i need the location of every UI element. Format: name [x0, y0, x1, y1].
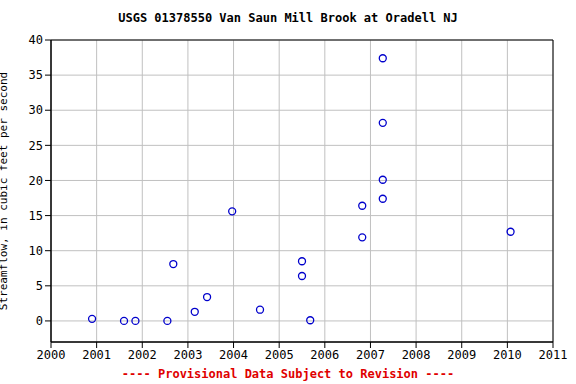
- svg-text:Streamflow, in cubic feet per: Streamflow, in cubic feet per second: [8, 72, 10, 310]
- svg-text:0: 0: [36, 314, 43, 328]
- svg-text:2007: 2007: [356, 348, 385, 362]
- svg-text:2001: 2001: [82, 348, 111, 362]
- svg-text:2008: 2008: [402, 348, 431, 362]
- svg-text:15: 15: [29, 209, 43, 223]
- svg-text:10: 10: [29, 244, 43, 258]
- svg-text:2006: 2006: [310, 348, 339, 362]
- svg-text:40: 40: [29, 33, 43, 47]
- svg-text:2010: 2010: [493, 348, 522, 362]
- svg-text:2003: 2003: [173, 348, 202, 362]
- svg-text:30: 30: [29, 103, 43, 117]
- svg-text:2004: 2004: [219, 348, 248, 362]
- svg-text:2009: 2009: [447, 348, 476, 362]
- svg-text:2005: 2005: [265, 348, 294, 362]
- svg-text:25: 25: [29, 139, 43, 153]
- svg-text:5: 5: [36, 279, 43, 293]
- html-text:---- Provisional Data Subject: ---- Provisional Data Subject to Revisio…: [121, 367, 455, 381]
- svg-text:35: 35: [29, 68, 43, 82]
- svg-text:2002: 2002: [128, 348, 157, 362]
- svg-text:20: 20: [29, 174, 43, 188]
- svg-text:2011: 2011: [539, 348, 568, 362]
- svg-text:2000: 2000: [37, 348, 66, 362]
- html-text:USGS 01378550 Van Saun Mill Br: USGS 01378550 Van Saun Mill Brook at Ora…: [118, 11, 458, 25]
